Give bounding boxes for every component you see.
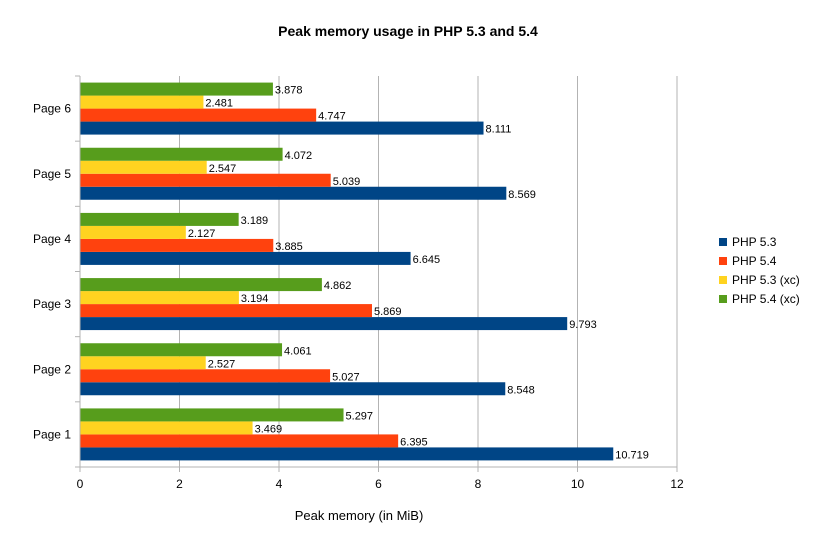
bar [80, 160, 207, 174]
data-label: 4.072 [285, 150, 313, 162]
x-tick-label: 8 [475, 477, 482, 491]
category-label: Page 4 [33, 232, 71, 246]
bar [80, 121, 484, 135]
bars [80, 82, 614, 461]
x-tick-label: 10 [571, 477, 585, 491]
bar [80, 108, 317, 122]
data-label: 5.039 [333, 176, 361, 188]
data-label: 3.885 [275, 241, 303, 253]
bar [80, 147, 283, 161]
data-label: 4.747 [318, 111, 346, 123]
bar [80, 434, 399, 448]
data-label: 4.061 [284, 345, 312, 357]
data-label: 10.719 [615, 449, 649, 461]
x-tick-label: 12 [670, 477, 684, 491]
chart-title: Peak memory usage in PHP 5.3 and 5.4 [278, 23, 538, 39]
bar [80, 421, 253, 435]
data-label: 3.878 [275, 85, 303, 97]
legend: PHP 5.3 PHP 5.4 PHP 5.3 (xc) PHP 5.4 (xc) [719, 235, 800, 306]
bar [80, 369, 331, 383]
bar [80, 278, 322, 292]
x-axis-label: Peak memory (in MiB) [295, 508, 424, 523]
gridlines [179, 76, 678, 467]
x-tick-label: 4 [276, 477, 283, 491]
bar [80, 186, 507, 200]
data-label: 2.547 [209, 163, 237, 175]
bar [80, 225, 186, 239]
bar [80, 238, 274, 252]
bar [80, 356, 206, 370]
legend-swatch [719, 276, 727, 284]
data-label: 5.027 [332, 371, 360, 383]
data-label: 4.862 [324, 280, 352, 292]
bar [80, 447, 614, 461]
data-label: 8.548 [507, 384, 535, 396]
bar [80, 408, 344, 422]
legend-label: PHP 5.3 (xc) [732, 273, 800, 287]
data-label: 3.194 [241, 293, 269, 305]
data-labels: 10.719 6.395 3.469 5.297 8.548 5.027 2.527 4.06… [188, 85, 649, 462]
legend-label: PHP 5.4 (xc) [732, 292, 800, 306]
data-label: 6.645 [413, 254, 441, 266]
bar [80, 82, 273, 96]
data-label: 2.127 [188, 228, 216, 240]
legend-swatch [719, 295, 727, 303]
legend-label: PHP 5.4 [732, 254, 777, 268]
data-label: 2.527 [208, 358, 236, 370]
bar [80, 291, 239, 305]
x-tick-label: 6 [375, 477, 382, 491]
axes: 0 2 4 6 8 10 12 Page 1 Page 2 Page 3 Page 4 Page 5 P… [33, 75, 684, 491]
legend-label: PHP 5.3 [732, 235, 777, 249]
data-label: 8.111 [486, 124, 512, 136]
category-label: Page 2 [33, 362, 71, 376]
bar [80, 304, 372, 318]
bar [80, 343, 283, 357]
legend-swatch [719, 257, 727, 265]
category-label: Page 6 [33, 102, 71, 116]
bar [80, 173, 331, 187]
bar [80, 317, 568, 331]
x-tick-label: 2 [176, 477, 183, 491]
category-label: Page 5 [33, 167, 71, 181]
data-label: 5.869 [374, 306, 402, 318]
data-label: 8.569 [508, 189, 536, 201]
data-label: 3.469 [255, 423, 283, 435]
bar [80, 382, 506, 396]
data-label: 3.189 [241, 215, 269, 227]
x-tick-label: 0 [77, 477, 84, 491]
data-label: 9.793 [569, 319, 597, 331]
legend-swatch [719, 238, 727, 246]
data-label: 5.297 [346, 410, 374, 422]
bar [80, 251, 411, 265]
data-label: 6.395 [400, 436, 428, 448]
bar [80, 212, 239, 226]
data-label: 2.481 [205, 98, 233, 110]
bar [80, 95, 204, 109]
category-label: Page 3 [33, 297, 71, 311]
category-label: Page 1 [33, 427, 71, 441]
